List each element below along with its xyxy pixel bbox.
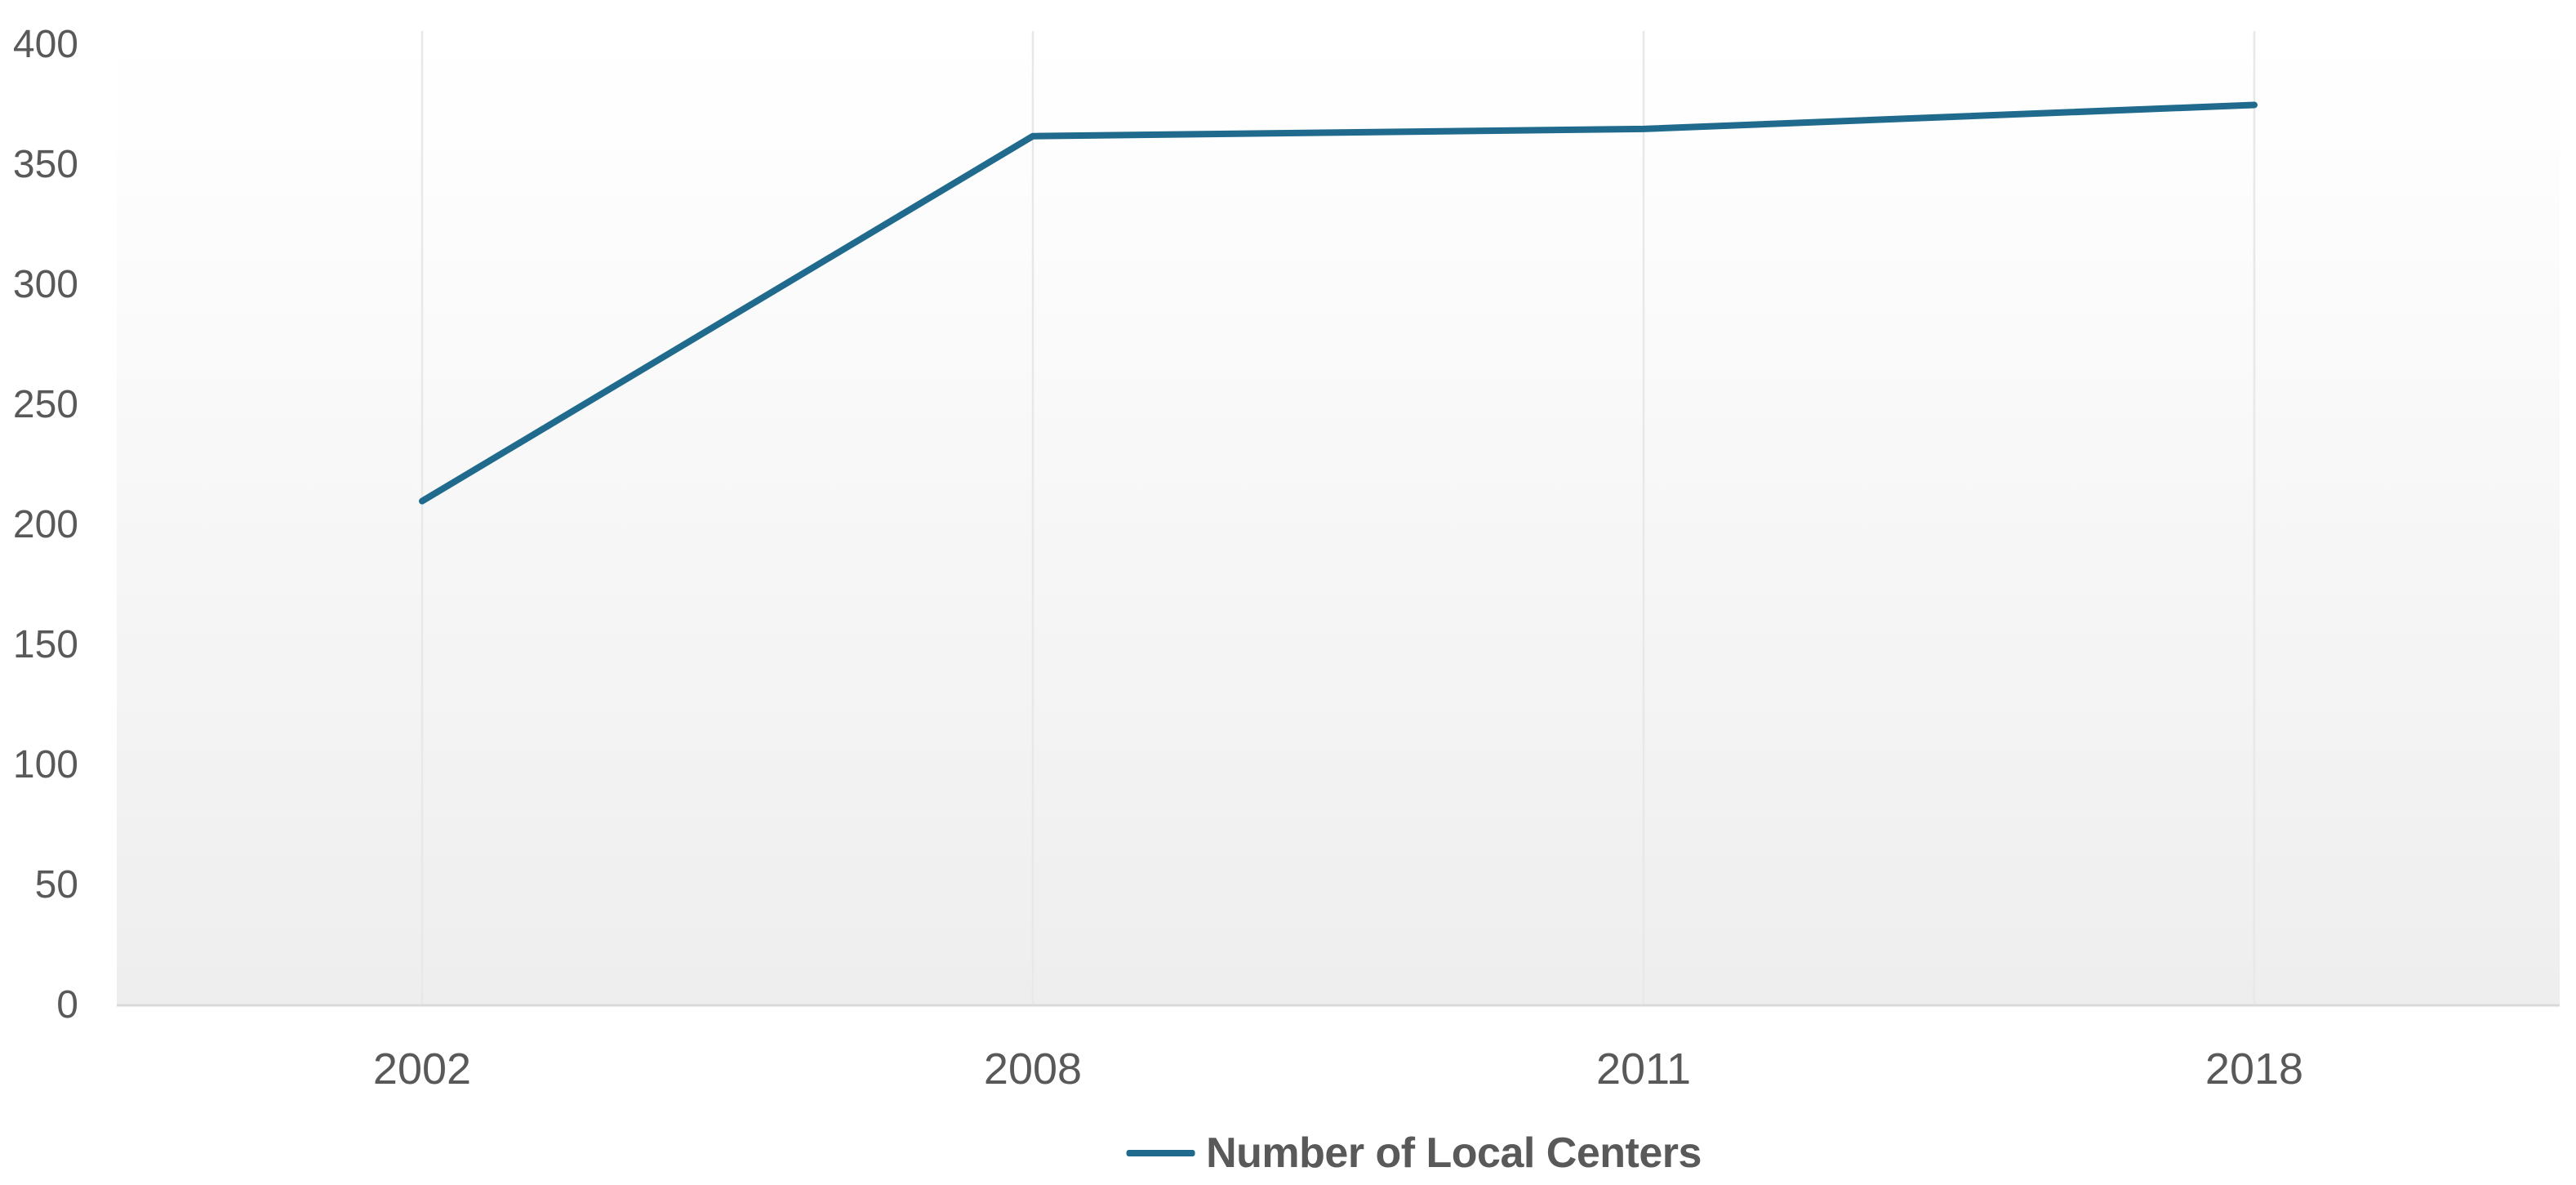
legend-label: Number of Local Centers — [1206, 1129, 1702, 1177]
plot-area — [117, 31, 2560, 1005]
y-axis-tick-label: 50 — [34, 863, 78, 907]
legend-line-swatch — [1126, 1150, 1195, 1156]
x-axis-tick-label: 2008 — [983, 1045, 1083, 1094]
x-axis-tick-label: 2011 — [1595, 1045, 1692, 1094]
y-axis-tick-label: 300 — [12, 263, 78, 306]
series-line — [419, 101, 2258, 505]
y-axis-tick-label: 250 — [12, 383, 78, 426]
y-axis-tick-label: 200 — [12, 503, 78, 546]
x-axis-tick-label: 2018 — [2205, 1045, 2304, 1094]
y-axis-tick-label: 400 — [12, 23, 78, 66]
y-axis-tick-label: 0 — [56, 983, 78, 1027]
x-axis-tick-label: 2002 — [372, 1045, 472, 1094]
y-axis-tick-label: 100 — [12, 743, 78, 786]
y-axis-tick-label: 150 — [12, 623, 78, 666]
y-axis-tick-label: 350 — [12, 143, 78, 186]
legend: Number of Local Centers — [1126, 1132, 1702, 1174]
